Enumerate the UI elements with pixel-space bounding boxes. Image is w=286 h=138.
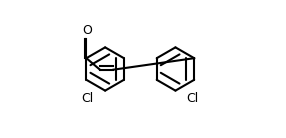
Text: Cl: Cl <box>187 92 199 105</box>
Text: Cl: Cl <box>81 92 94 105</box>
Text: O: O <box>82 24 92 37</box>
